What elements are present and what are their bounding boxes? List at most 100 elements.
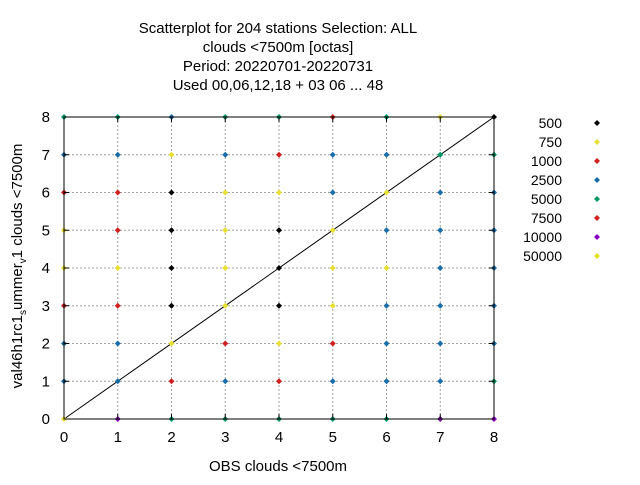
data-point-2500 [114, 151, 121, 158]
data-point-1000 [168, 378, 175, 385]
data-point-1000 [114, 302, 121, 309]
legend-marker-2500 [594, 177, 600, 183]
y-axis-label: val46h1rc1summerv1 clouds <7500m [9, 144, 29, 389]
x-tick-label: 6 [382, 429, 390, 446]
legend-label-7500: 7500 [531, 210, 562, 226]
y-axis-label-suffix: 1 clouds <7500m [9, 144, 26, 259]
data-point-750 [383, 265, 390, 271]
legend-label-500: 500 [539, 115, 563, 131]
title-line-1: Scatterplot for 204 stations Selection: … [139, 20, 418, 37]
data-point-5000 [437, 151, 444, 158]
legend-marker-500 [594, 120, 600, 126]
data-point-750 [114, 265, 121, 271]
data-point-2500 [114, 378, 121, 385]
x-tick-label: 0 [60, 429, 68, 446]
data-point-1000 [114, 189, 121, 196]
data-point-2500 [383, 302, 390, 309]
data-point-750 [222, 302, 229, 309]
data-point-2500 [114, 340, 121, 347]
data-point-500 [168, 265, 175, 271]
y-tick-label: 2 [42, 336, 50, 353]
data-point-2500 [222, 378, 229, 385]
legend-marker-5000 [594, 196, 600, 202]
data-point-750 [329, 265, 336, 271]
data-point-750 [329, 302, 336, 309]
data-point-2500 [329, 151, 336, 158]
data-point-2500 [383, 151, 390, 158]
title-line-3: Period: 20220701-20220731 [183, 58, 373, 75]
data-point-2500 [383, 227, 390, 234]
data-point-500 [276, 302, 282, 309]
data-point-2500 [437, 189, 444, 196]
data-point-2500 [437, 265, 444, 271]
y-axis-label-sub2: v [18, 258, 29, 263]
data-point-2500 [437, 340, 444, 347]
data-point-2500 [383, 340, 390, 347]
x-tick-labels: 0 1 2 3 4 5 6 7 8 [60, 117, 498, 446]
data-point-500 [168, 189, 175, 196]
legend-marker-750 [594, 139, 600, 145]
data-point-2500 [383, 378, 390, 385]
data-point-750 [276, 340, 282, 347]
data-point-500 [276, 265, 282, 271]
data-point-750 [383, 189, 390, 196]
legend-label-750: 750 [539, 134, 563, 150]
data-point-500 [276, 227, 282, 234]
data-point-1000 [222, 340, 229, 347]
data-point-2500 [437, 227, 444, 234]
y-tick-label: 6 [42, 185, 50, 202]
y-axis-label-prefix: val46h1rc1 [9, 315, 26, 388]
data-point-750 [222, 189, 229, 196]
legend-label-1000: 1000 [531, 153, 562, 169]
data-point-750 [276, 189, 282, 196]
title-line-4: Used 00,06,12,18 + 03 06 ... 48 [173, 77, 384, 94]
title-line-2: clouds <7500m [octas] [203, 39, 354, 56]
legend-label-5000: 5000 [531, 191, 562, 207]
data-point-1000 [114, 227, 121, 234]
x-tick-label: 8 [490, 429, 498, 446]
y-axis-label-middle: ummer [9, 263, 26, 310]
y-tick-label: 1 [42, 373, 50, 390]
legend-marker-7500 [594, 215, 600, 221]
data-point-2500 [222, 151, 229, 158]
data-point-500 [168, 227, 175, 234]
data-point-750 [168, 340, 175, 347]
data-point-2500 [329, 378, 336, 385]
data-point-2500 [437, 378, 444, 385]
chart-title: Scatterplot for 204 stations Selection: … [139, 20, 418, 94]
y-tick-label: 4 [42, 260, 50, 277]
legend-label-2500: 2500 [531, 172, 562, 188]
x-tick-label: 1 [114, 429, 122, 446]
data-point-1000 [276, 378, 282, 385]
data-point-750 [168, 151, 175, 158]
y-tick-label: 7 [42, 147, 50, 164]
y-tick-label: 8 [42, 109, 50, 126]
y-tick-label: 5 [42, 222, 50, 239]
x-tick-label: 4 [275, 429, 283, 446]
legend-label-10000: 10000 [523, 229, 562, 245]
x-tick-label: 2 [167, 429, 175, 446]
x-tick-label: 3 [221, 429, 229, 446]
data-points [61, 114, 497, 422]
x-tick-label: 5 [329, 429, 337, 446]
x-axis-label: OBS clouds <7500m [209, 458, 347, 475]
data-point-1000 [329, 340, 336, 347]
x-tick-label: 7 [436, 429, 444, 446]
data-point-750 [222, 227, 229, 234]
data-point-2500 [437, 302, 444, 309]
data-point-750 [329, 227, 336, 234]
data-point-500 [168, 302, 175, 309]
y-tick-label: 3 [42, 298, 50, 315]
legend-label-50000: 50000 [523, 248, 562, 264]
y-axis-label-sub1: s [18, 310, 29, 315]
y-tick-labels: 0 1 2 3 4 5 6 7 8 [42, 109, 494, 428]
legend-marker-1000 [594, 158, 600, 164]
data-point-2500 [329, 189, 336, 196]
legend: 500 750 1000 2500 5000 7500 10000 50000 [523, 115, 600, 264]
legend-marker-10000 [594, 234, 600, 240]
data-point-750 [222, 265, 229, 271]
legend-marker-50000 [594, 253, 600, 259]
y-tick-label: 0 [42, 411, 50, 428]
